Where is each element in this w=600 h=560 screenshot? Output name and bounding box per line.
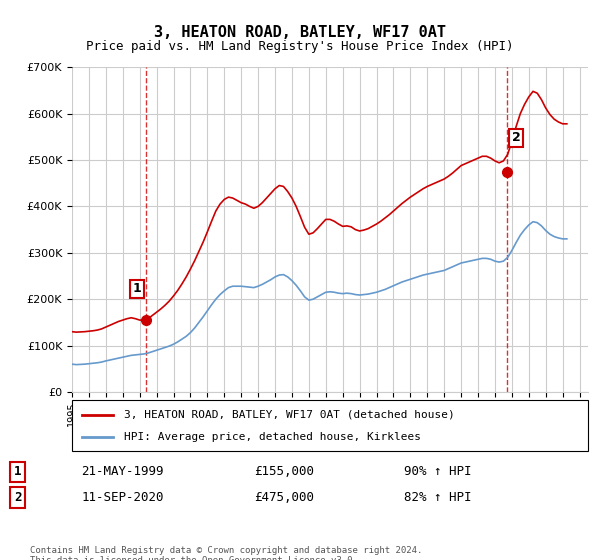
- Text: Contains HM Land Registry data © Crown copyright and database right 2024.
This d: Contains HM Land Registry data © Crown c…: [30, 546, 422, 560]
- Text: 21-MAY-1999: 21-MAY-1999: [81, 465, 164, 478]
- Text: £475,000: £475,000: [254, 491, 314, 504]
- Text: 3, HEATON ROAD, BATLEY, WF17 0AT: 3, HEATON ROAD, BATLEY, WF17 0AT: [154, 25, 446, 40]
- FancyBboxPatch shape: [72, 400, 588, 451]
- Text: 2: 2: [512, 132, 521, 144]
- Text: 82% ↑ HPI: 82% ↑ HPI: [404, 491, 471, 504]
- Text: 2: 2: [14, 491, 22, 504]
- Text: HPI: Average price, detached house, Kirklees: HPI: Average price, detached house, Kirk…: [124, 432, 421, 442]
- Text: 1: 1: [14, 465, 22, 478]
- Text: Price paid vs. HM Land Registry's House Price Index (HPI): Price paid vs. HM Land Registry's House …: [86, 40, 514, 53]
- Text: 1: 1: [133, 282, 142, 295]
- Text: £155,000: £155,000: [254, 465, 314, 478]
- Text: 3, HEATON ROAD, BATLEY, WF17 0AT (detached house): 3, HEATON ROAD, BATLEY, WF17 0AT (detach…: [124, 409, 454, 419]
- Text: 90% ↑ HPI: 90% ↑ HPI: [404, 465, 471, 478]
- Text: 11-SEP-2020: 11-SEP-2020: [81, 491, 164, 504]
